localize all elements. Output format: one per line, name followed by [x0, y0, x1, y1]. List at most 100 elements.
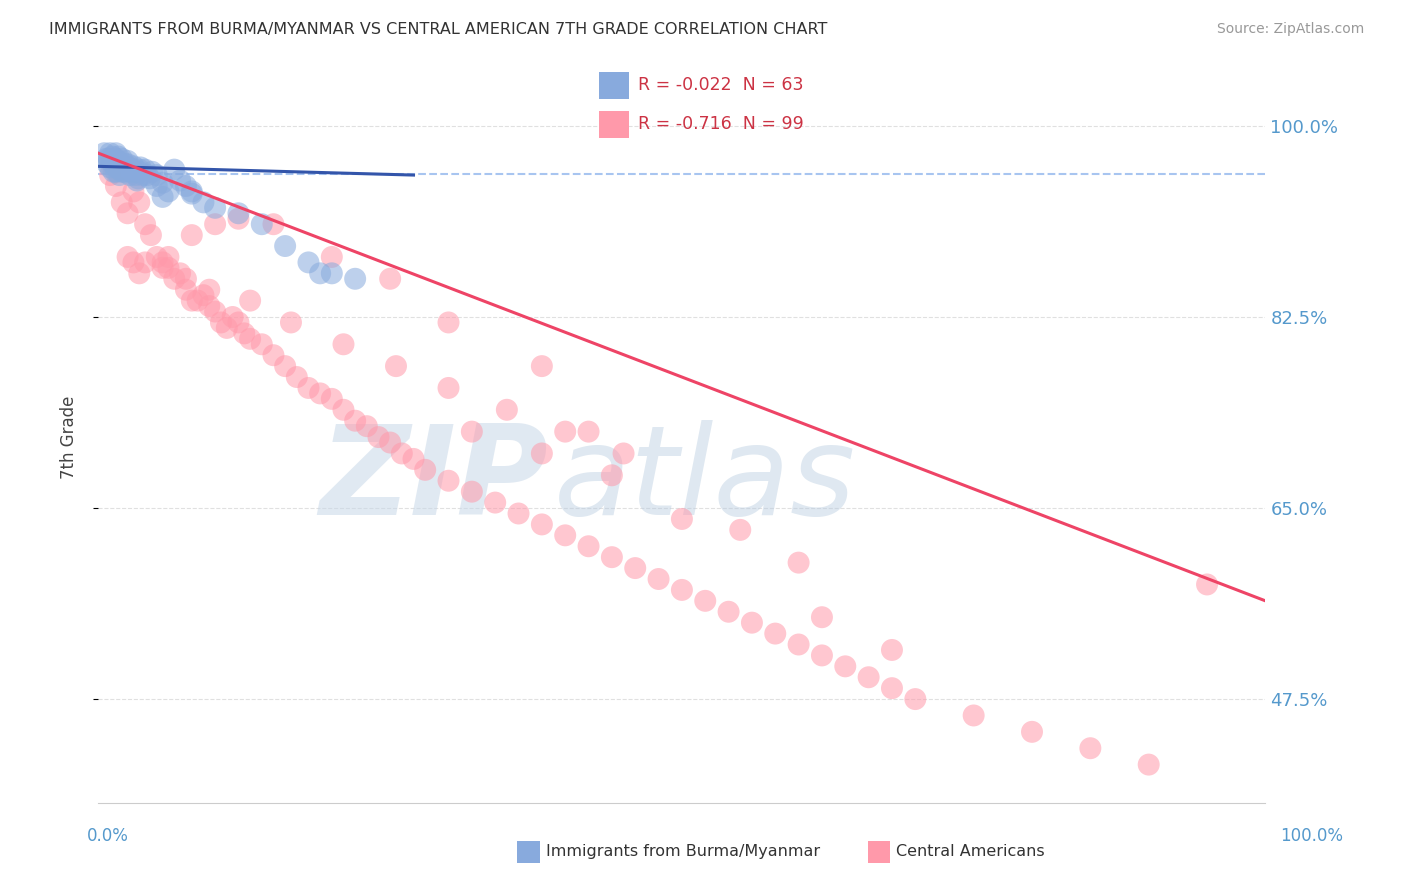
Point — [600, 550, 623, 565]
Point — [437, 381, 460, 395]
Point — [111, 165, 134, 179]
Point — [141, 165, 163, 179]
Point — [858, 670, 880, 684]
Bar — [599, 111, 628, 138]
Text: IMMIGRANTS FROM BURMA/MYANMAR VS CENTRAL AMERICAN 7TH GRADE CORRELATION CHART: IMMIGRANTS FROM BURMA/MYANMAR VS CENTRAL… — [49, 22, 828, 37]
Point — [97, 157, 120, 171]
Point — [110, 157, 132, 171]
Text: R = -0.716  N = 99: R = -0.716 N = 99 — [638, 115, 803, 133]
Point — [321, 250, 343, 264]
Point — [152, 190, 174, 204]
Point — [103, 157, 125, 171]
Bar — [599, 71, 628, 99]
Point — [124, 165, 146, 179]
Point — [157, 260, 180, 275]
Point — [250, 337, 273, 351]
Point — [763, 626, 786, 640]
Point — [114, 157, 136, 171]
Point — [163, 162, 186, 177]
Point — [380, 272, 402, 286]
Point — [787, 556, 810, 570]
Point — [671, 512, 693, 526]
Point — [146, 168, 169, 182]
Point — [233, 326, 256, 341]
Point — [508, 507, 530, 521]
Point — [174, 283, 197, 297]
Point — [134, 162, 156, 177]
Point — [128, 165, 150, 179]
Point — [105, 153, 128, 168]
Point — [174, 272, 197, 286]
Point — [180, 293, 202, 308]
Point — [132, 168, 155, 182]
Text: atlas: atlas — [554, 420, 856, 541]
Point — [274, 359, 297, 373]
Point — [117, 206, 139, 220]
Point — [309, 266, 332, 280]
Point — [98, 161, 121, 175]
Point — [198, 299, 221, 313]
Point — [309, 386, 332, 401]
Point — [811, 648, 834, 663]
Point — [134, 217, 156, 231]
Point — [730, 523, 752, 537]
Point — [239, 332, 262, 346]
Point — [187, 293, 209, 308]
Text: Source: ZipAtlas.com: Source: ZipAtlas.com — [1216, 22, 1364, 37]
Point — [262, 217, 284, 231]
Point — [104, 152, 127, 166]
Point — [146, 179, 169, 194]
Point — [530, 517, 553, 532]
Point — [321, 266, 343, 280]
Point — [380, 435, 402, 450]
Point — [834, 659, 856, 673]
Point — [125, 173, 148, 187]
Point — [152, 255, 174, 269]
Point — [484, 495, 506, 509]
Point — [93, 146, 115, 161]
Point — [157, 250, 180, 264]
Point — [108, 162, 131, 177]
Point — [880, 681, 903, 695]
Point — [239, 293, 262, 308]
Point — [221, 310, 243, 324]
Point — [332, 337, 354, 351]
Point — [117, 157, 139, 171]
Point — [367, 430, 389, 444]
Text: 100.0%: 100.0% — [1279, 827, 1343, 845]
Point — [228, 206, 250, 220]
Point — [356, 419, 378, 434]
Point — [117, 250, 139, 264]
Point — [204, 304, 226, 318]
Point — [695, 594, 717, 608]
Point — [100, 153, 122, 168]
Point — [385, 359, 408, 373]
Point — [391, 446, 413, 460]
Point — [146, 250, 169, 264]
Point — [115, 162, 138, 177]
Point — [104, 146, 127, 161]
Point — [530, 359, 553, 373]
Point — [461, 484, 484, 499]
Point — [104, 179, 127, 194]
Point — [120, 165, 142, 179]
Point — [111, 152, 134, 166]
Point — [209, 315, 232, 329]
Point — [128, 162, 150, 177]
Point — [1021, 724, 1043, 739]
Point — [96, 152, 118, 166]
Point — [880, 643, 903, 657]
Point — [122, 159, 145, 173]
Point — [647, 572, 669, 586]
Point — [344, 414, 367, 428]
Point — [228, 315, 250, 329]
Point — [127, 171, 149, 186]
Point — [101, 149, 124, 163]
Point — [163, 272, 186, 286]
Point — [97, 152, 120, 166]
Point — [624, 561, 647, 575]
Point — [554, 425, 576, 439]
Point — [554, 528, 576, 542]
Point — [198, 283, 221, 297]
Point — [437, 474, 460, 488]
